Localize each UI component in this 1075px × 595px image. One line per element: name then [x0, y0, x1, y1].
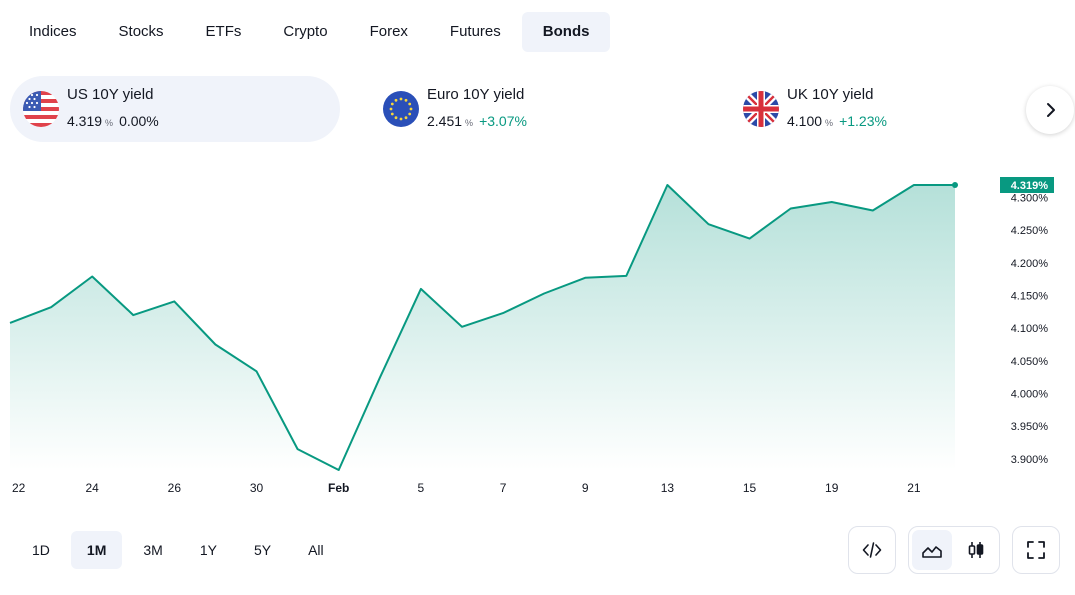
y-tick-label: 4.300%: [1011, 192, 1049, 204]
tab-etfs[interactable]: ETFs: [205, 23, 242, 40]
y-tick-label: 4.100%: [1011, 323, 1049, 335]
tab-forex[interactable]: Forex: [369, 23, 408, 40]
data-point: [952, 182, 958, 188]
area-chart-button[interactable]: [912, 530, 952, 570]
chevron-right-icon: [1047, 103, 1055, 117]
area-chart-icon: [922, 546, 942, 558]
x-tick-label: 30: [250, 481, 264, 495]
fullscreen-icon: [1027, 541, 1045, 559]
ticker-info: US 10Y yield 4.319% 0.00%: [67, 86, 159, 132]
x-tick-label: 5: [418, 481, 425, 495]
x-tick-label: 15: [743, 481, 757, 495]
tab-indices[interactable]: Indices: [29, 23, 77, 40]
eu-flag-icon: [383, 91, 419, 127]
x-tick-label: 24: [85, 481, 99, 495]
ticker-name: UK 10Y yield: [787, 86, 874, 103]
fullscreen-button[interactable]: [1012, 526, 1060, 574]
ticker-value: 2.451: [427, 113, 463, 129]
us-flag-icon: [23, 91, 59, 127]
code-icon: [862, 542, 882, 558]
x-tick-label: Feb: [328, 481, 349, 495]
tab-stocks[interactable]: Stocks: [118, 23, 164, 40]
last-value-badge: [1000, 177, 1054, 193]
next-tickers-button[interactable]: [1026, 86, 1074, 134]
ticker-unit: %: [465, 118, 474, 128]
y-tick-label: 4.050%: [1011, 356, 1049, 368]
x-tick-label: 26: [168, 481, 182, 495]
x-tick-label: 7: [500, 481, 507, 495]
range-3m[interactable]: 3M: [143, 542, 163, 558]
chart-type-toggle: [908, 526, 1000, 574]
y-tick-label: 4.000%: [1011, 389, 1049, 401]
series-line: [9, 184, 955, 471]
ticker-unit: %: [105, 118, 114, 128]
ticker-card-euro-10y[interactable]: Euro 10Y yield 2.451% +3.07%: [370, 76, 620, 142]
candlestick-chart-button[interactable]: [956, 530, 996, 570]
x-tick-label: 9: [582, 481, 589, 495]
range-1y[interactable]: 1Y: [199, 542, 217, 558]
range-1m[interactable]: 1M: [70, 531, 123, 569]
x-tick-label: 13: [661, 481, 675, 495]
ticker-unit: %: [825, 118, 834, 128]
embed-button[interactable]: [848, 526, 896, 574]
ticker-name: Euro 10Y yield: [427, 86, 525, 103]
ticker-card-us-10y[interactable]: US 10Y yield 4.319% 0.00%: [10, 76, 340, 142]
y-tick-label: 4.150%: [1011, 290, 1049, 302]
ticker-change: +3.07%: [479, 113, 527, 129]
x-tick-label: 21: [907, 481, 921, 495]
ticker-name: US 10Y yield: [67, 86, 154, 103]
range-1d[interactable]: 1D: [32, 542, 50, 558]
y-tick-label: 4.200%: [1011, 258, 1049, 270]
y-tick-label: 3.950%: [1011, 421, 1049, 433]
ticker-card-uk-10y[interactable]: UK 10Y yield 4.100% +1.23%: [730, 76, 980, 142]
x-tick-label: 19: [825, 481, 839, 495]
range-selector: 1D 1M 3M 1Y 5Y All: [16, 531, 345, 569]
tab-crypto[interactable]: Crypto: [283, 23, 328, 40]
ticker-value: 4.319: [67, 113, 103, 129]
ticker-info: Euro 10Y yield 2.451% +3.07%: [427, 86, 527, 132]
ticker-values: 2.451% +3.07%: [427, 112, 527, 132]
y-tick-label: 4.250%: [1011, 225, 1049, 237]
last-value-label: 4.319%: [1011, 180, 1049, 192]
ticker-info: UK 10Y yield 4.100% +1.23%: [787, 86, 887, 132]
ticker-values: 4.319% 0.00%: [67, 112, 159, 132]
range-5y[interactable]: 5Y: [253, 542, 272, 558]
ticker-change: 0.00%: [119, 113, 159, 129]
candlestick-icon: [968, 542, 984, 558]
tab-futures[interactable]: Futures: [449, 23, 501, 40]
ticker-values: 4.100% +1.23%: [787, 112, 887, 132]
tab-bonds[interactable]: Bonds: [521, 12, 611, 52]
y-tick-label: 3.900%: [1011, 454, 1049, 466]
x-tick-label: 22: [12, 481, 26, 495]
yield-chart[interactable]: 3.900% 3.950% 4.000% 4.050% 4.100% 4.150% 4.20…: [0, 160, 1075, 505]
ticker-change: +1.23%: [839, 113, 887, 129]
uk-flag-icon: [743, 91, 779, 127]
range-all[interactable]: All: [308, 542, 324, 558]
ticker-value: 4.100: [787, 113, 823, 129]
ticker-strip: US 10Y yield 4.319% 0.00% Euro 10Y yield …: [10, 76, 1020, 142]
series-area-fill: [10, 185, 955, 470]
category-tabs: Indices Stocks ETFs Crypto Forex Futures Bonds: [8, 12, 611, 52]
